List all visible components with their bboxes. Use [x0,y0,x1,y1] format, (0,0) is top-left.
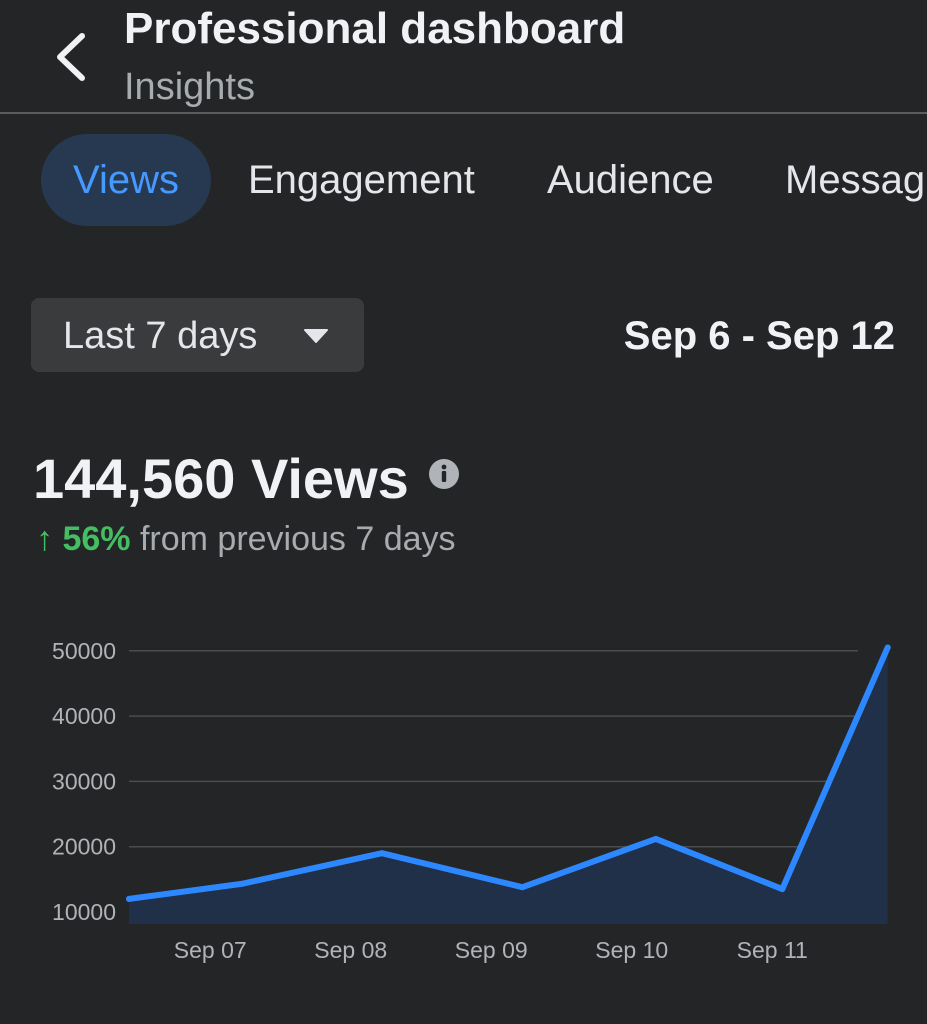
date-range-dropdown[interactable]: Last 7 days [31,298,364,372]
page-subtitle: Insights [124,66,255,108]
chart-area-fill [129,647,888,924]
arrow-up-icon: ↑ [36,520,53,558]
views-line-chart: 50000 40000 30000 20000 10000 Sep 07 Sep 08 Sep… [52,638,891,963]
data-point [884,644,891,651]
x-tick-label: Sep 07 [174,937,247,963]
y-tick-label: 40000 [52,703,116,729]
back-button[interactable] [48,26,96,88]
y-tick-label: 50000 [52,638,116,664]
tab-messages[interactable]: Messag [785,158,926,202]
data-point [378,850,385,857]
x-tick-label: Sep 11 [737,937,808,963]
tab-views[interactable]: Views [41,134,211,226]
x-tick-label: Sep 08 [314,937,387,963]
caret-down-icon [304,329,328,343]
tab-engagement[interactable]: Engagement [248,158,475,202]
tab-bar: Views Engagement Audience Messag [0,134,927,226]
views-total: 144,560 Views [33,447,409,510]
change-indicator: ↑ 56% from previous 7 days [36,520,456,559]
change-percent: 56% [62,520,131,558]
x-tick-label: Sep 10 [595,937,668,963]
date-range-dropdown-label: Last 7 days [63,315,258,357]
data-point [779,886,786,893]
data-point [238,880,245,887]
header: Professional dashboard Insights [0,0,927,114]
change-text: from previous 7 days [139,520,456,558]
info-icon[interactable] [428,458,460,490]
chart-series-line [126,644,891,902]
y-tick-label: 20000 [52,834,116,860]
data-point [519,884,526,891]
page-title: Professional dashboard [124,4,626,53]
x-tick-label: Sep 09 [455,937,528,963]
tab-audience[interactable]: Audience [547,158,714,202]
y-tick-label: 30000 [52,768,116,794]
date-range-text: Sep 6 - Sep 12 [623,314,895,358]
data-point [126,895,132,902]
y-tick-label: 10000 [52,899,116,925]
chevron-left-icon [57,33,85,81]
data-point [652,835,659,842]
